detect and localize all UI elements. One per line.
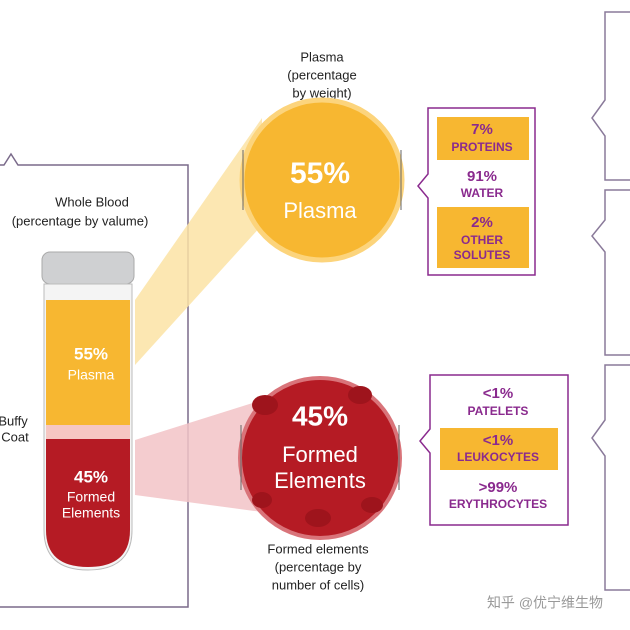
item-value: <1% [483, 385, 513, 402]
formed-circle [238, 376, 402, 540]
formed-caption: (percentage by [275, 559, 362, 574]
tube-formed-label: Elements [62, 505, 120, 521]
cell [305, 509, 331, 527]
item-value: 2% [471, 214, 493, 231]
item-value: 91% [467, 168, 497, 185]
tube-plasma-label: Plasma [68, 367, 115, 383]
side-box [591, 364, 630, 591]
highlight [437, 117, 529, 160]
tube-plasma [46, 300, 130, 425]
item-value: >99% [479, 479, 518, 496]
highlight [437, 207, 529, 268]
side-box [591, 11, 630, 181]
tube-formed [46, 439, 130, 567]
plasma-caption: by weight) [292, 85, 351, 100]
item-label: PROTEINS [451, 140, 512, 154]
highlight [440, 428, 558, 470]
plasma-caption: Plasma [300, 49, 344, 64]
watermark: 知乎 @优宁维生物 [487, 595, 603, 611]
whole-blood-title: Whole Blood [55, 194, 129, 209]
formed-cone [135, 400, 262, 512]
whole-blood-box [0, 152, 189, 608]
tube-formed-value: 45% [74, 467, 108, 486]
item-label: OTHER [461, 233, 503, 247]
item-label: LEUKOCYTES [457, 450, 539, 464]
formed-label: Formed [282, 442, 358, 467]
formed-caption: Formed elements [267, 541, 369, 556]
side-box [591, 189, 630, 356]
plasma-label: Plasma [283, 198, 357, 223]
formed-value: 45% [292, 400, 348, 431]
plasma-value: 55% [290, 157, 350, 190]
plasma-circle [239, 97, 405, 263]
cell [348, 386, 372, 404]
whole-blood-subtitle: (percentage by valume) [12, 213, 149, 228]
cell [252, 395, 278, 415]
plasma-cone [135, 118, 262, 365]
plasma-caption: (percentage [287, 67, 356, 82]
item-label: ERYTHROCYTES [449, 497, 547, 511]
formed-caption: number of cells) [272, 577, 364, 592]
item-value: <1% [483, 432, 513, 449]
cell [252, 492, 272, 508]
item-label: WATER [461, 186, 504, 200]
tube-buffy [46, 425, 130, 439]
buffy-label: Coat [1, 429, 29, 444]
cell [361, 497, 383, 513]
tube-formed-label: Formed [67, 489, 115, 505]
buffy-label: Buffy [0, 413, 28, 428]
item-value: 7% [471, 121, 493, 138]
tube-plasma-value: 55% [74, 344, 108, 363]
formed-label: Elements [274, 468, 366, 493]
item-label: SOLUTES [454, 248, 511, 262]
item-label: PATELETS [468, 404, 529, 418]
tube-cap [41, 251, 135, 285]
